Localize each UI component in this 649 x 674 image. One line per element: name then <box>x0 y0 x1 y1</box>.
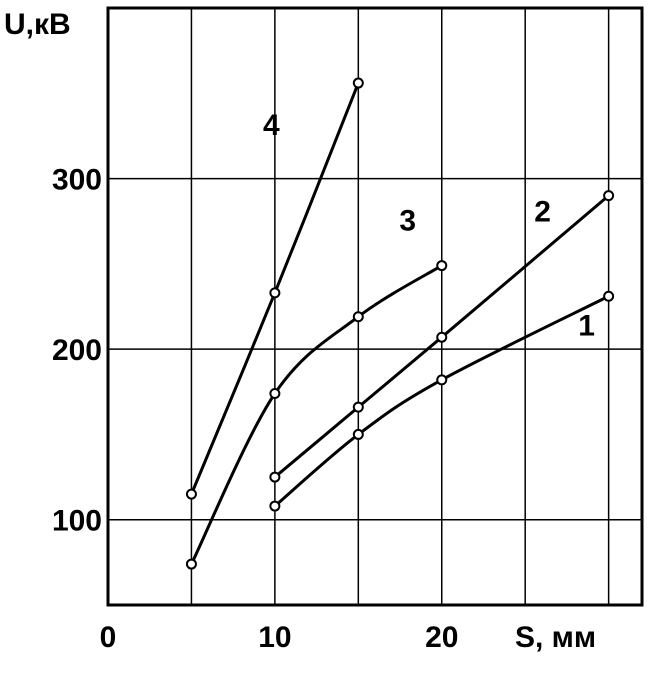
y-axis-label: U,кВ <box>4 8 71 41</box>
y-tick-label: 200 <box>52 334 102 367</box>
curve <box>273 194 610 479</box>
point <box>436 331 448 343</box>
series-label: 3 <box>399 205 416 238</box>
y-tick-label: 300 <box>52 164 102 197</box>
x-tick-label: 10 <box>258 621 291 654</box>
x-axis-label: S, мм <box>515 621 596 654</box>
curve <box>190 264 443 565</box>
series-label: 2 <box>534 196 551 229</box>
point <box>352 428 364 440</box>
point <box>185 488 197 500</box>
point <box>603 290 615 302</box>
y-tick-label: 100 <box>52 505 102 538</box>
curve <box>273 294 610 508</box>
point <box>185 558 197 570</box>
point <box>436 374 448 386</box>
point <box>269 471 281 483</box>
point <box>352 311 364 323</box>
plot-frame <box>106 6 644 607</box>
point <box>269 500 281 512</box>
series-label: 4 <box>263 109 280 142</box>
x-tick-label: 20 <box>425 621 458 654</box>
point <box>352 77 364 89</box>
point <box>352 401 364 413</box>
series-label: 1 <box>578 309 595 342</box>
x-tick-label: 0 <box>100 621 117 654</box>
point <box>436 260 448 272</box>
point <box>603 190 615 202</box>
point <box>269 387 281 399</box>
point <box>269 287 281 299</box>
